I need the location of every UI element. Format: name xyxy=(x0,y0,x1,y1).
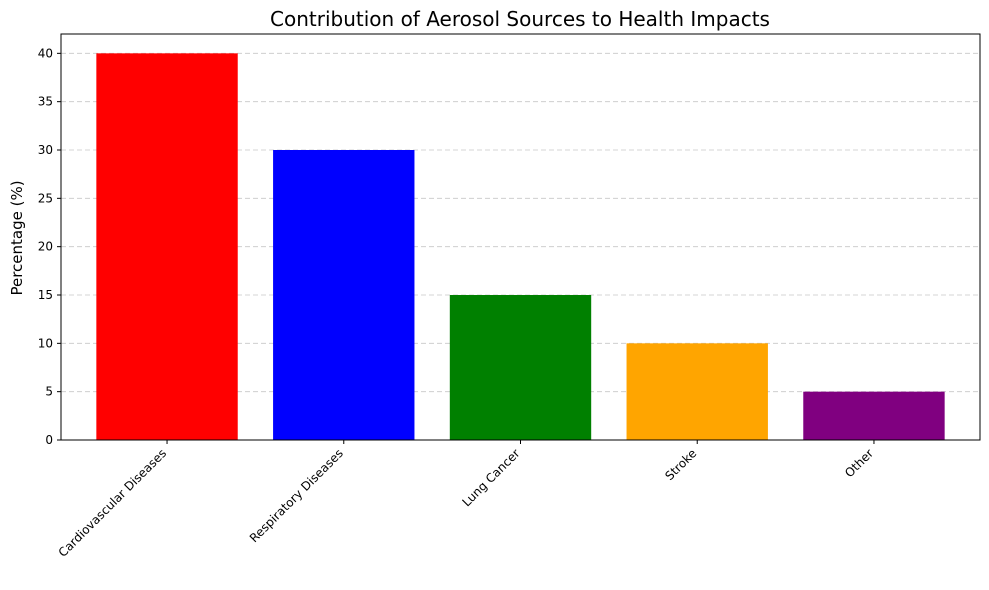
bar-stroke xyxy=(626,343,768,440)
y-axis-label: Percentage (%) xyxy=(8,180,26,295)
x-tick-label-cardiovascular-diseases: Cardiovascular Diseases xyxy=(56,446,170,560)
y-tick-label-20: 20 xyxy=(38,240,53,254)
y-ticks: 0 5 10 15 20 25 30 35 40 xyxy=(38,46,61,447)
x-tick-label-respiratory-diseases: Respiratory Diseases xyxy=(247,446,346,545)
y-tick-label-0: 0 xyxy=(45,433,53,447)
y-tick-label-30: 30 xyxy=(38,143,53,157)
chart-title: Contribution of Aerosol Sources to Healt… xyxy=(270,7,770,31)
bars xyxy=(96,53,945,440)
bar-lung-cancer xyxy=(449,295,592,440)
x-tick-label-other: Other xyxy=(842,446,876,480)
y-tick-label-40: 40 xyxy=(38,46,53,60)
y-tick-label-15: 15 xyxy=(38,288,53,302)
x-tick-label-stroke: Stroke xyxy=(662,446,699,483)
y-tick-label-5: 5 xyxy=(45,385,53,399)
bar-other xyxy=(803,391,945,440)
y-tick-label-35: 35 xyxy=(38,95,53,109)
y-tick-label-25: 25 xyxy=(38,191,53,205)
y-tick-label-10: 10 xyxy=(38,336,53,350)
bar-cardiovascular-diseases xyxy=(96,53,238,440)
x-ticks: Cardiovascular Diseases Respiratory Disea… xyxy=(56,440,876,560)
bar-respiratory-diseases xyxy=(273,150,415,440)
x-tick-label-lung-cancer: Lung Cancer xyxy=(459,446,522,509)
